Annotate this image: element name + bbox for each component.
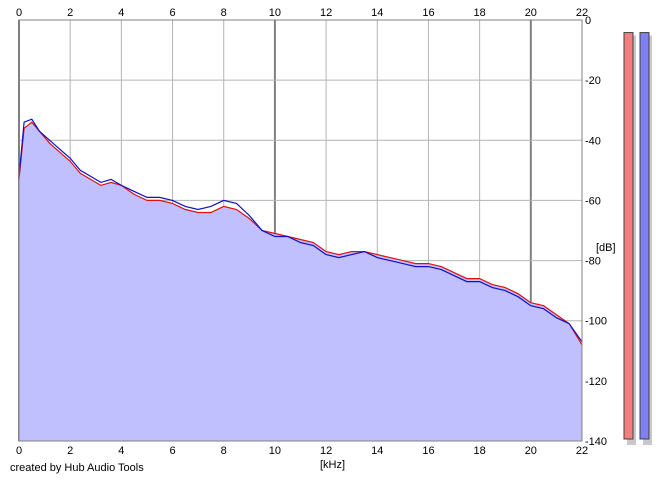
x-tick-label-bottom: 22: [576, 445, 588, 457]
x-tick-label-top: 10: [269, 7, 281, 19]
credit-text: created by Hub Audio Tools: [10, 462, 144, 474]
x-tick-label-top: 12: [320, 7, 332, 19]
y-tick-label: -100: [585, 316, 607, 328]
x-tick-label-bottom: 10: [269, 445, 281, 457]
y-tick-label: -80: [585, 256, 601, 268]
x-tick-label-bottom: 12: [320, 445, 332, 457]
y-tick-label: -120: [585, 376, 607, 388]
x-tick-label-top: 0: [16, 7, 22, 19]
x-tick-label-top: 22: [576, 7, 588, 19]
y-tick-label: -40: [585, 135, 601, 147]
x-tick-label-top: 20: [525, 7, 537, 19]
x-tick-label-bottom: 2: [67, 445, 73, 457]
y-tick-label: -60: [585, 195, 601, 207]
x-tick-label-bottom: 16: [422, 445, 434, 457]
level-meters: [623, 32, 652, 445]
y-tick-label: -20: [585, 75, 601, 87]
x-tick-label-top: 14: [371, 7, 383, 19]
x-tick-label-bottom: 4: [118, 445, 124, 457]
x-tick-label-top: 8: [221, 7, 227, 19]
x-tick-label-top: 2: [67, 7, 73, 19]
x-tick-label-bottom: 14: [371, 445, 383, 457]
x-tick-label-bottom: 18: [474, 445, 486, 457]
series-layer: [18, 118, 583, 441]
x-tick-label-bottom: 0: [16, 445, 22, 457]
y-tick-label: -140: [585, 436, 607, 448]
level-meter-1: [623, 32, 634, 440]
x-tick-label-top: 16: [422, 7, 434, 19]
x-tick-label-bottom: 8: [221, 445, 227, 457]
y-tick-label: 0: [585, 15, 591, 27]
spectrum-area-fill: [19, 122, 582, 441]
spectrum-line-1: [18, 121, 583, 346]
y-axis-label: [dB]: [596, 242, 616, 254]
axes: 002244668810101212141416161818202022220-…: [16, 7, 607, 457]
x-axis-label: [kHz]: [320, 459, 345, 471]
plot-frame: [18, 19, 583, 442]
x-tick-label-bottom: 20: [525, 445, 537, 457]
x-tick-label-top: 4: [118, 7, 124, 19]
x-tick-label-top: 18: [474, 7, 486, 19]
x-tick-label-top: 6: [169, 7, 175, 19]
x-tick-label-bottom: 6: [169, 445, 175, 457]
spectrum-line-2: [18, 118, 583, 343]
level-meter-2: [639, 32, 650, 440]
